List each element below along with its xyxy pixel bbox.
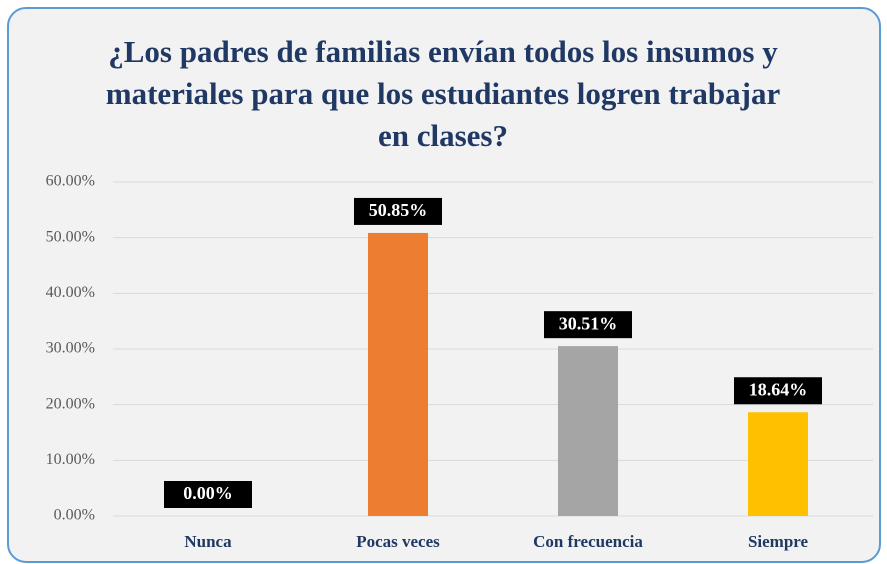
data-label-bg: [354, 197, 442, 225]
y-tick-label: 20.00%: [46, 395, 95, 412]
bar: [558, 346, 618, 516]
data-label-bg: [544, 311, 632, 339]
data-label: 30.51%: [559, 313, 618, 333]
bar: [748, 412, 808, 516]
y-tick-label: 0.00%: [54, 507, 95, 524]
x-tick-label: Pocas veces: [356, 532, 440, 551]
x-tick-label: Nunca: [184, 532, 232, 551]
bar: [368, 232, 428, 516]
x-tick-label: Con frecuencia: [533, 532, 643, 551]
data-label-bg: [164, 481, 252, 508]
y-tick-label: 40.00%: [46, 284, 95, 301]
data-label: 18.64%: [749, 379, 808, 399]
y-tick-label: 30.00%: [46, 340, 95, 357]
y-tick-label: 60.00%: [46, 173, 95, 190]
data-label: 50.85%: [369, 200, 428, 220]
data-label: 0.00%: [183, 483, 233, 503]
chart-title: ¿Los padres de familias envían todos los…: [105, 34, 781, 153]
data-label-bg: [734, 377, 822, 405]
y-tick-label: 50.00%: [46, 228, 95, 245]
chart-frame: [7, 7, 881, 563]
x-tick-label: Siempre: [748, 532, 809, 551]
y-tick-label: 10.00%: [46, 451, 95, 468]
